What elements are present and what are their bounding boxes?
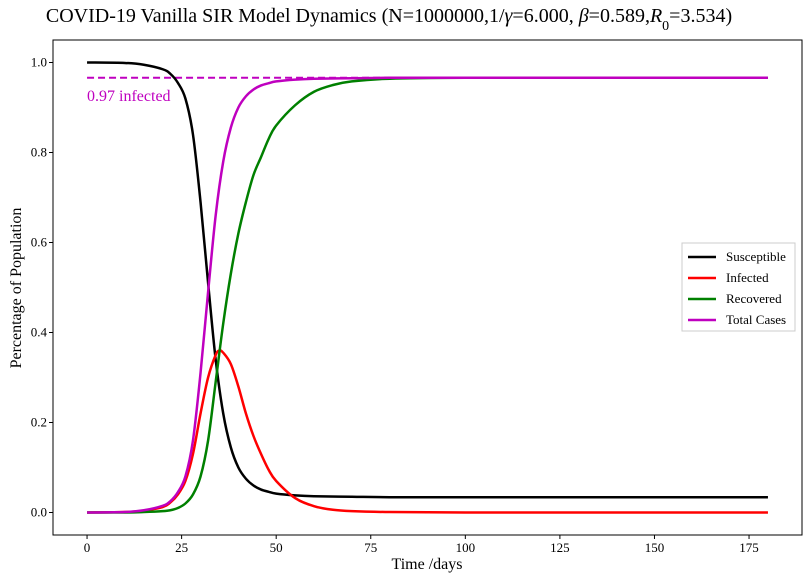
title-prefix: COVID-19 Vanilla SIR Model Dynamics (N=1… <box>46 5 505 27</box>
series-line-susceptible <box>87 61 768 499</box>
chart-title: COVID-19 Vanilla SIR Model Dynamics (N=1… <box>46 5 732 34</box>
title-beta-value: =0.589, <box>589 5 650 27</box>
title-beta-symbol: β <box>578 5 589 27</box>
x-tick-label: 150 <box>645 540 665 555</box>
y-tick-label: 0.8 <box>31 145 47 160</box>
legend-label-recovered: Recovered <box>726 291 782 306</box>
series-line-total-cases <box>87 76 768 514</box>
y-tick-label: 0.2 <box>31 415 47 430</box>
title-r-value: =3.534) <box>669 5 732 27</box>
x-tick-label: 100 <box>456 540 476 555</box>
legend-label-total-cases: Total Cases <box>726 312 786 327</box>
x-tick-label: 0 <box>84 540 91 555</box>
plot-frame <box>52 39 803 536</box>
legend-label-infected: Infected <box>726 270 769 285</box>
series-line-recovered <box>87 76 768 514</box>
title-gamma-symbol: γ <box>505 5 514 27</box>
x-tick-label: 25 <box>175 540 188 555</box>
y-tick-label: 0.6 <box>31 235 48 250</box>
x-tick-label: 125 <box>550 540 570 555</box>
legend: Susceptible Infected Recovered Total Cases <box>681 242 796 332</box>
annotation-infected: 0.97 infected <box>87 88 171 105</box>
title-r-symbol: R <box>649 5 662 27</box>
series-layer <box>87 61 768 514</box>
x-axis-label: Time /days <box>392 556 463 573</box>
x-tick-label: 50 <box>270 540 283 555</box>
y-tick-label: 0.4 <box>31 325 48 340</box>
series-line-infected <box>87 349 768 514</box>
y-tick-label: 1.0 <box>31 55 47 70</box>
title-r-subscript: 0 <box>662 19 669 34</box>
x-tick-label: 75 <box>364 540 377 555</box>
title-gamma-value: =6.000, <box>512 5 578 27</box>
legend-label-susceptible: Susceptible <box>726 249 786 264</box>
y-axis-label: Percentage of Population <box>8 208 25 369</box>
y-tick-label: 0.0 <box>31 505 47 520</box>
axis-ticks: 0 25 50 75 100 125 150 175 0.0 0.2 0.4 0.6 0.8 1.0 <box>31 55 759 556</box>
x-tick-label: 175 <box>739 540 759 555</box>
